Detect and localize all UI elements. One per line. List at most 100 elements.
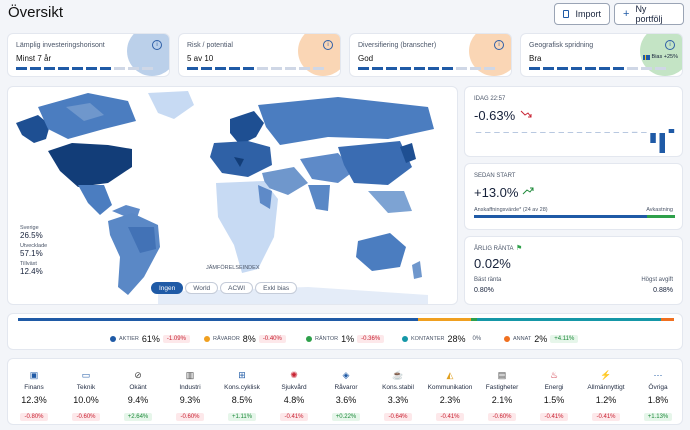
kpi-level-bar: [529, 67, 666, 70]
sector-name: Allmännyttigt: [587, 384, 625, 391]
compare-toggle-group: Ingen World ACWI Exkl bias: [151, 277, 299, 295]
intraday-bar: [595, 132, 601, 133]
sector-item[interactable]: ⊞ Kons.cyklisk 8.5% +1.11%: [216, 369, 268, 423]
intraday-bar: [631, 131, 638, 133]
sector-name: Kommunikation: [427, 384, 473, 391]
region-value: 12.4%: [20, 267, 43, 276]
sector-name: Sjukvård: [281, 384, 307, 391]
level-segment: [271, 67, 282, 70]
import-icon: [563, 10, 570, 18]
region-label: Utvecklade: [20, 243, 48, 249]
info-icon[interactable]: i: [323, 40, 333, 50]
allocation-legend-item[interactable]: AKTIER 61% -1.09%: [110, 334, 190, 344]
compare-label: JÄMFÖRELSEINDEX: [206, 265, 260, 271]
sector-item[interactable]: ▥ Industri 9.3% -0.60%: [164, 369, 216, 423]
plus-icon: +: [623, 8, 630, 20]
level-segment: [641, 67, 652, 70]
allocation-segment: [470, 318, 478, 321]
info-icon[interactable]: i: [152, 40, 162, 50]
sector-item[interactable]: ◈ Råvaror 3.6% +0.22%: [320, 369, 372, 423]
sector-item[interactable]: ⊘ Okänt 9.4% +2.64%: [112, 369, 164, 423]
sector-percent: 2.3%: [439, 395, 461, 405]
highest-fee-label: Högst avgift: [641, 277, 673, 283]
intraday-bar: [586, 132, 592, 133]
sector-item[interactable]: ◭ Kommunikation 2.3% -0.41%: [424, 369, 476, 423]
kpi-level-bar: [187, 67, 324, 70]
best-rate-label: Bäst ränta: [474, 277, 502, 283]
kpi-label: Risk / potential: [187, 42, 233, 49]
intraday-bar: [485, 132, 491, 133]
level-segment: [243, 67, 254, 70]
bank-icon: ▣: [29, 370, 39, 380]
sector-change: -0.41%: [436, 413, 464, 421]
allocation-segment: [477, 318, 661, 321]
allocation-bar: [18, 318, 674, 321]
level-segment: [114, 67, 125, 70]
level-segment: [128, 67, 139, 70]
intraday-bar: [659, 133, 665, 153]
sector-change: -0.64%: [384, 413, 412, 421]
intraday-bar: [549, 132, 555, 133]
intraday-bar: [475, 132, 482, 133]
level-segment: [571, 67, 582, 70]
level-segment: [400, 67, 411, 70]
sector-percent: 1.2%: [595, 395, 617, 405]
level-segment: [529, 67, 540, 70]
sector-item[interactable]: ✺ Sjukvård 4.8% -0.41%: [268, 369, 320, 423]
sector-item[interactable]: ▤ Fastigheter 2.1% -0.60%: [476, 369, 528, 423]
sector-item[interactable]: ▣ Finans 12.3% -0.80%: [8, 369, 60, 423]
region-label: Sverige: [20, 225, 39, 231]
level-segment: [201, 67, 212, 70]
allocation-legend-item[interactable]: RÅVAROR 8% -0.40%: [204, 334, 286, 344]
asset-class-percent: 61%: [141, 334, 160, 344]
sector-change: -0.60%: [176, 413, 204, 421]
sector-item[interactable]: ▭ Teknik 10.0% -0.60%: [60, 369, 112, 423]
sector-percent: 4.8%: [283, 395, 305, 405]
intraday-bar: [650, 133, 656, 143]
sector-item[interactable]: ⚡ Allmännyttigt 1.2% -0.41%: [580, 369, 632, 423]
sector-name: Kons.cyklisk: [224, 384, 260, 391]
kpi-card[interactable]: Lämplig investeringshorisont Minst 7 år …: [7, 33, 170, 77]
compare-toggle-exkl-bias[interactable]: Exkl bias: [255, 282, 298, 294]
flame-icon: ♨: [549, 370, 559, 380]
since-start-card: SEDAN START +13.0% Anskaffningsvärde* (2…: [464, 163, 683, 230]
import-button[interactable]: Import: [554, 3, 610, 25]
sector-percent: 12.3%: [21, 395, 47, 405]
intraday-bar: [503, 132, 509, 133]
asset-class-name: RÄNTOR: [315, 336, 339, 342]
level-segment: [257, 67, 268, 70]
compare-toggle-ingen[interactable]: Ingen: [151, 282, 184, 294]
sector-name: Energi: [544, 384, 564, 391]
world-map[interactable]: [8, 87, 458, 305]
allocation-legend-item[interactable]: ANNAT 2% +4.11%: [504, 334, 579, 344]
return-label: Avkastning: [646, 207, 673, 213]
legend-dot-icon: [204, 336, 210, 342]
allocation-legend-item[interactable]: KONTANTER 28% 0%: [402, 334, 485, 344]
kpi-card[interactable]: Geografisk spridning Bra i Bias +25%: [520, 33, 683, 77]
kpi-card[interactable]: Diversifiering (branscher) God i: [349, 33, 512, 77]
intraday-bar: [641, 132, 647, 133]
intraday-bar: [576, 132, 583, 133]
compare-toggle-world[interactable]: World: [185, 282, 219, 294]
sector-item[interactable]: ♨ Energi 1.5% -0.41%: [528, 369, 580, 423]
bolt-icon: ⚡: [600, 370, 612, 380]
info-icon[interactable]: i: [494, 40, 504, 50]
annual-rate-label: ÅRLIG RÄNTA: [474, 246, 514, 252]
level-segment: [428, 67, 439, 70]
sector-item[interactable]: ☕ Kons.stabil 3.3% -0.64%: [372, 369, 424, 423]
sector-name: Kons.stabil: [382, 384, 414, 391]
kpi-label: Diversifiering (branscher): [358, 42, 437, 49]
sector-change: +1.13%: [643, 413, 673, 421]
kpi-card[interactable]: Risk / potential 5 av 10 i: [178, 33, 341, 77]
sector-change: -0.80%: [20, 413, 48, 421]
sector-item[interactable]: ⋯ Övriga 1.8% +1.13%: [632, 369, 682, 423]
level-segment: [442, 67, 453, 70]
info-icon[interactable]: i: [665, 40, 675, 50]
sweden-flag-icon: [642, 54, 650, 60]
intraday-bar: [512, 132, 519, 133]
level-segment: [229, 67, 240, 70]
compare-toggle-acwi[interactable]: ACWI: [220, 282, 254, 294]
sector-change: -0.41%: [592, 413, 620, 421]
allocation-legend-item[interactable]: RÄNTOR 1% -0.36%: [306, 334, 385, 344]
new-portfolio-button[interactable]: + Ny portfölj: [614, 3, 684, 25]
